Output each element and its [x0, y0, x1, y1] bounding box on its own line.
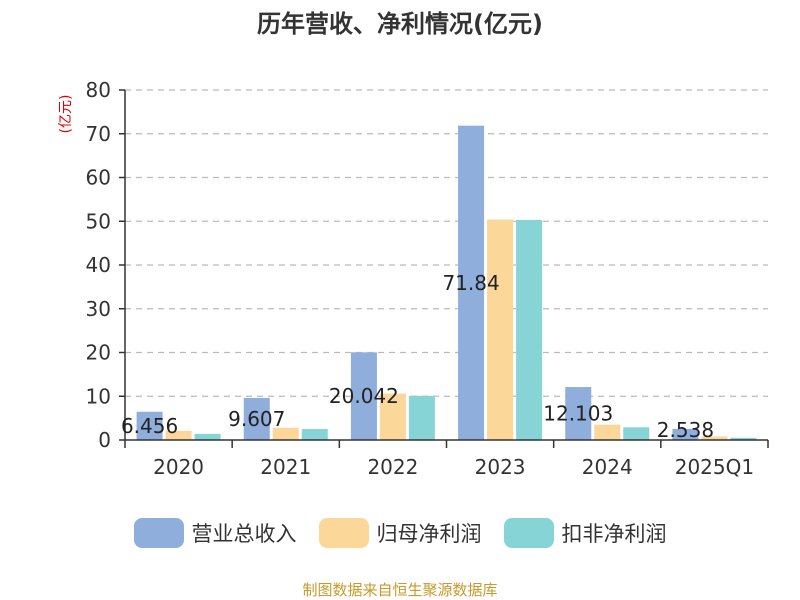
data-source-note: 制图数据来自恒生聚源数据库: [302, 581, 498, 599]
y-tick-label: 40: [86, 253, 111, 277]
y-tick-label: 0: [98, 428, 111, 452]
bar-revenue: [136, 411, 163, 440]
y-tick-label: 50: [86, 209, 111, 233]
legend-label: 营业总收入: [191, 522, 297, 546]
bar-deducted-profit: [730, 437, 757, 440]
bar-revenue: [565, 387, 592, 440]
data-labels: 6.456 9.607 20.042 71.84 12.103 2.538: [121, 271, 714, 442]
x-tick-label: 2024: [582, 455, 633, 479]
bar-data-label: 6.456: [121, 414, 178, 438]
bar-data-label: 20.042: [329, 384, 399, 408]
x-tick-label: 2021: [260, 455, 311, 479]
y-tick-label: 60: [86, 166, 111, 190]
legend-label: 归母净利润: [376, 522, 482, 546]
legend-item[interactable]: 归母净利润: [318, 518, 482, 548]
bar-data-label: 71.84: [442, 271, 499, 295]
chart-title: 历年营收、净利情况(亿元): [257, 10, 543, 38]
bar-deducted-profit: [194, 433, 221, 440]
x-tick-label: 2025Q1: [675, 455, 754, 479]
bar-parent-profit: [379, 393, 406, 440]
bar-parent-profit: [272, 427, 299, 440]
bar-revenue: [243, 397, 270, 440]
y-tick-label: 20: [86, 341, 111, 365]
bar-deducted-profit: [408, 395, 435, 440]
x-tick-label: 2023: [475, 455, 526, 479]
bar-revenue: [458, 125, 485, 440]
bar-parent-profit: [701, 436, 728, 440]
bar-deducted-profit: [516, 219, 543, 440]
grid-lines: [125, 89, 768, 397]
x-tick-label: 2022: [367, 455, 418, 479]
legend-swatch: [133, 518, 184, 548]
bar-deducted-profit: [623, 427, 650, 440]
x-tick-label: 2020: [153, 455, 204, 479]
bar-deducted-profit: [301, 429, 328, 440]
bar-parent-profit: [594, 424, 621, 440]
y-tick-label: 70: [86, 122, 111, 146]
axes: 0 10 20 30 40 50 60 70 80 2020 2021 2022 2023 2024 202…: [86, 78, 769, 479]
bar-data-label: 9.607: [228, 407, 285, 431]
y-tick-label: 80: [86, 78, 111, 102]
bar-data-label: 2.538: [657, 418, 714, 442]
y-tick-label: 10: [86, 384, 111, 408]
bars: [136, 125, 757, 440]
bar-data-label: 12.103: [543, 402, 613, 426]
legend-swatch: [318, 518, 369, 548]
bar-revenue: [350, 352, 377, 440]
y-tick-label: 30: [86, 297, 111, 321]
y-axis-unit-label: (亿元): [58, 95, 74, 134]
legend-swatch: [503, 518, 554, 548]
legend: 营业总收入 归母净利润 扣非净利润: [0, 518, 800, 548]
bar-revenue: [672, 428, 699, 440]
legend-item[interactable]: 扣非净利润: [503, 518, 667, 548]
bar-parent-profit: [487, 219, 514, 440]
legend-label: 扣非净利润: [561, 522, 667, 546]
legend-item[interactable]: 营业总收入: [133, 518, 297, 548]
bar-parent-profit: [165, 430, 192, 440]
